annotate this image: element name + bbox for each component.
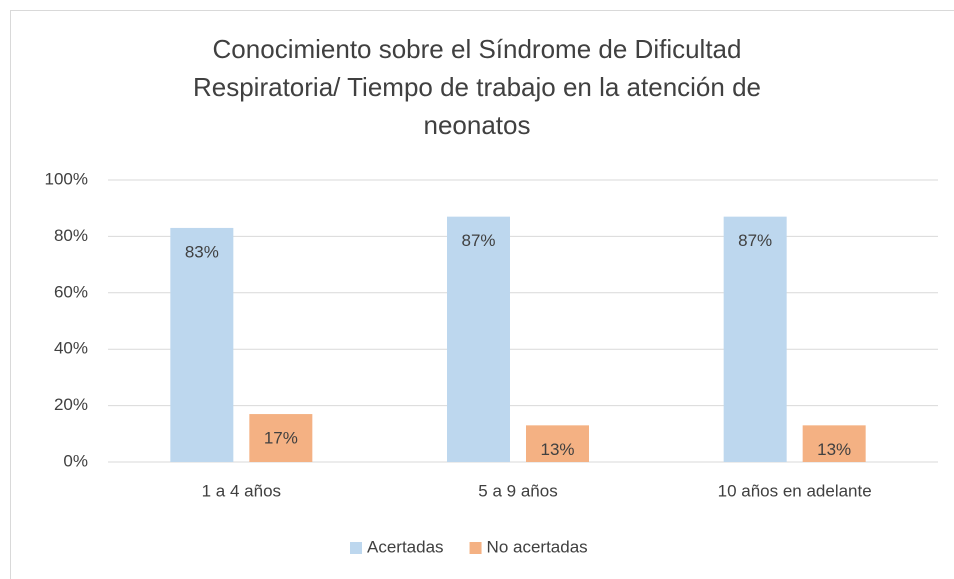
- data-label: 83%: [185, 242, 219, 261]
- legend-swatch: [350, 542, 362, 554]
- chart-title: Conocimiento sobre el Síndrome de Dificu…: [192, 34, 761, 140]
- data-label: 87%: [738, 231, 772, 250]
- bar: [447, 216, 510, 462]
- y-tick-label: 100%: [45, 169, 88, 188]
- y-tick-label: 80%: [54, 226, 88, 245]
- y-tick-label: 0%: [63, 451, 88, 470]
- bar: [723, 216, 787, 462]
- legend-swatch: [469, 542, 482, 554]
- bar: [170, 227, 234, 462]
- y-tick-label: 60%: [54, 282, 88, 301]
- legend-label: No acertadas: [487, 537, 588, 556]
- y-tick-label: 20%: [54, 395, 88, 414]
- y-tick-label: 40%: [54, 339, 88, 358]
- data-label: 87%: [461, 231, 495, 250]
- x-tick-label: 10 años en adelante: [718, 481, 872, 500]
- bar: [526, 425, 589, 462]
- data-label: 13%: [540, 440, 574, 459]
- bar: [249, 414, 313, 462]
- data-label: 13%: [817, 440, 851, 459]
- x-tick-label: 1 a 4 años: [202, 481, 281, 500]
- data-label: 17%: [264, 429, 298, 448]
- x-tick-label: 5 a 9 años: [478, 481, 557, 500]
- bar: [802, 425, 866, 462]
- legend-label: Acertadas: [367, 537, 444, 556]
